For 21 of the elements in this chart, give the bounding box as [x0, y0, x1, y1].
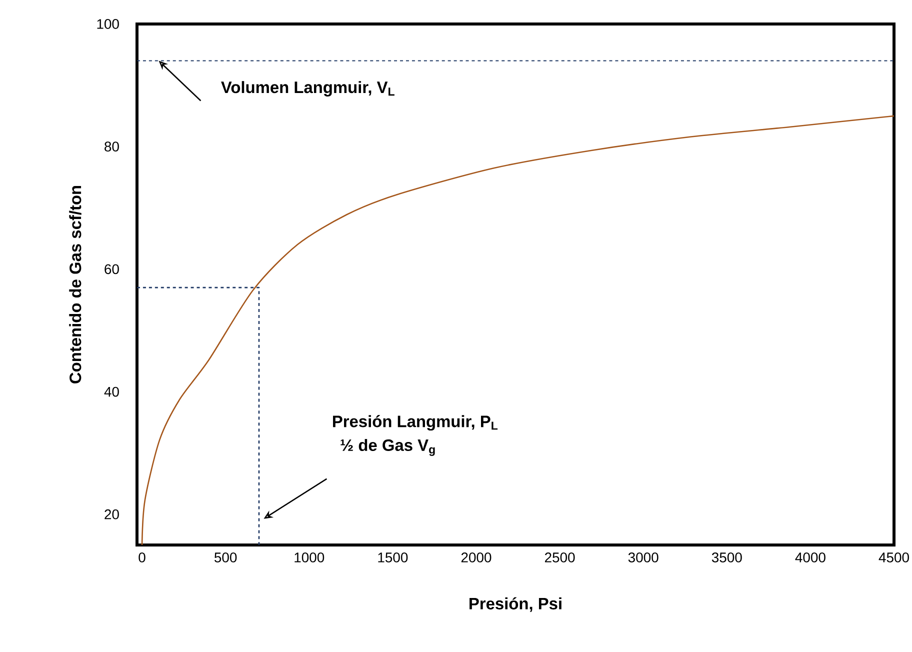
annotation: Volumen Langmuir, V$_{L}$ — [221, 81, 394, 96]
annotation: Presión Langmuir, P$_{L}$ — [333, 415, 498, 431]
x-tick-label: 2000 — [461, 552, 492, 562]
y-tick-label: 40 — [104, 386, 119, 397]
x-tick-label: 0 — [138, 552, 146, 562]
x-tick-label: 3500 — [712, 552, 742, 562]
x-tick-label: 4000 — [795, 552, 826, 562]
y-tick-label: 20 — [104, 509, 119, 520]
x-tick-label: 2500 — [544, 552, 575, 562]
x-tick-label: 1000 — [294, 552, 324, 562]
x-tick-label: 4500 — [878, 552, 909, 562]
y-tick-label: 80 — [104, 142, 119, 152]
x-tick-label: 1500 — [378, 552, 408, 562]
x-tick-label: 3000 — [628, 552, 658, 562]
x-tick-label: 500 — [214, 552, 237, 562]
annotation: ½ de Gas V$_{g}$ — [340, 438, 435, 456]
y-axis-title: Contenido de Gas scf/ton — [69, 186, 82, 384]
y-tick-label: 60 — [104, 264, 119, 274]
x-axis-title: Presión, Psi — [470, 597, 562, 612]
line-series — [141, 115, 895, 546]
y-tick-label: 100 — [97, 19, 119, 29]
